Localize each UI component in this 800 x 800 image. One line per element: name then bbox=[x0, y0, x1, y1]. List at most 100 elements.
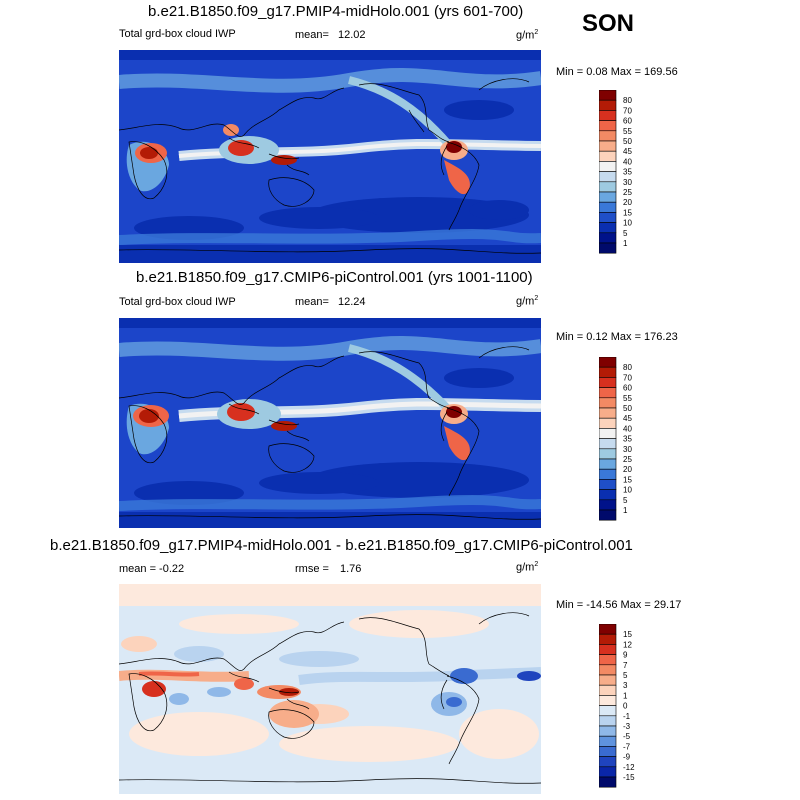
panel-3-colorbar-tick-label: 5 bbox=[623, 671, 628, 680]
panel-1-title: b.e21.B1850.f09_g17.PMIP4-midHolo.001 (y… bbox=[148, 3, 524, 20]
panel-2-minmax: Min = 0.12 Max = 176.23 bbox=[556, 331, 678, 343]
panel-2-colorbar-tick-label: 55 bbox=[623, 394, 632, 403]
panel-1-colorbar-tick-label: 35 bbox=[623, 168, 632, 177]
panel-3-colorbar-tick-label: 0 bbox=[623, 702, 628, 711]
panel-1-colorbar-tick-label: 20 bbox=[623, 198, 632, 207]
panel-2-colorbar-tick-label: 30 bbox=[623, 445, 632, 454]
panel-3-colorbar-swatch bbox=[599, 776, 617, 788]
panel-1-colorbar-swatch bbox=[599, 201, 617, 213]
panel-2-unit: g/m2 bbox=[516, 295, 539, 308]
panel-1-colorbar-swatch bbox=[599, 181, 617, 193]
panel-1-minmax: Min = 0.08 Max = 169.56 bbox=[556, 66, 678, 78]
panel-1-colorbar-swatch bbox=[599, 110, 617, 121]
panel-3-colorbar-tick-label: -1 bbox=[623, 712, 631, 721]
panel-3-colorbar-swatch bbox=[599, 756, 617, 768]
panel-1-colorbar-tick-label: 5 bbox=[623, 229, 628, 238]
panel-2-colorbar-swatch bbox=[599, 377, 617, 388]
panel-2-colorbar-tick-label: 10 bbox=[623, 486, 632, 495]
panel-3-colorbar-swatch bbox=[599, 644, 617, 655]
panel-1-colorbar-swatch bbox=[599, 191, 617, 203]
panel-2-colorbar-tick-label: 35 bbox=[623, 435, 632, 444]
panel-2-colorbar-swatch bbox=[599, 438, 617, 450]
panel-1-mean: mean= 12.02 bbox=[295, 29, 366, 41]
panel-3-colorbar-tick-label: -12 bbox=[623, 763, 635, 772]
panel-3-colorbar-tick-label: -9 bbox=[623, 753, 631, 762]
panel-1-colorbar-tick-label: 40 bbox=[623, 157, 632, 166]
panel-3-colorbar-swatch bbox=[599, 746, 617, 757]
panel-2-variable-label: Total grd-box cloud IWP bbox=[119, 296, 236, 308]
panel-1-colorbar-swatch bbox=[599, 171, 617, 183]
panel-3-title: b.e21.B1850.f09_g17.PMIP4-midHolo.001 - … bbox=[50, 537, 633, 554]
panel-3-colorbar-swatch bbox=[599, 735, 617, 747]
panel-3-colorbar-tick-label: -7 bbox=[623, 742, 631, 751]
panel-3-colorbar-swatch bbox=[599, 705, 617, 717]
panel-2-mean: mean= 12.24 bbox=[295, 296, 366, 308]
panel-1-colorbar-tick-label: 15 bbox=[623, 208, 632, 217]
panel-3-minmax: Min = -14.56 Max = 29.17 bbox=[556, 599, 682, 611]
panel-1-colorbar-swatch bbox=[599, 90, 617, 101]
panel-1-colorbar-tick-label: 70 bbox=[623, 106, 632, 115]
panel-1-colorbar-swatch bbox=[599, 140, 617, 152]
panel-2-colorbar-tick-label: 25 bbox=[623, 455, 632, 464]
panel-2-colorbar-swatch bbox=[599, 357, 617, 368]
panel-3-colorbar-swatch bbox=[599, 664, 617, 676]
panel-2-colorbar-swatch bbox=[599, 387, 617, 399]
panel-3-colorbar-tick-label: 1 bbox=[623, 691, 628, 700]
panel-3-colorbar-swatch bbox=[599, 674, 617, 686]
panel-1-colorbar-swatch bbox=[599, 242, 617, 254]
panel-3-rmse: rmse = 1.76 bbox=[295, 563, 361, 575]
panel-3-colorbar-tick-label: -3 bbox=[623, 722, 631, 731]
panel-2-colorbar-swatch bbox=[599, 499, 617, 511]
panel-2-title: b.e21.B1850.f09_g17.CMIP6-piControl.001 … bbox=[136, 269, 533, 286]
panel-3-colorbar-swatch bbox=[599, 715, 617, 727]
panel-1-colorbar-swatch bbox=[599, 212, 617, 223]
panel-3-colorbar-swatch bbox=[599, 654, 617, 666]
panel-3-mean: mean = -0.22 bbox=[119, 563, 185, 575]
panel-3-colorbar-swatch bbox=[599, 633, 617, 645]
panel-3-colorbar-tick-label: 15 bbox=[623, 630, 632, 639]
panel-1-colorbar-tick-label: 30 bbox=[623, 178, 632, 187]
panel-2-colorbar-tick-label: 50 bbox=[623, 404, 632, 413]
season-label: SON bbox=[582, 10, 635, 37]
panel-1-unit: g/m2 bbox=[516, 29, 539, 42]
panel-1-colorbar-tick-label: 10 bbox=[623, 219, 632, 228]
panel-2-colorbar-tick-label: 60 bbox=[623, 384, 632, 393]
panel-3-colorbar-tick-label: -15 bbox=[623, 773, 635, 782]
panel-3-colorbar-tick-label: 12 bbox=[623, 640, 632, 649]
panel-3-colorbar-swatch bbox=[599, 766, 617, 778]
panel-1-colorbar-swatch bbox=[599, 161, 617, 172]
panel-1-colorbar-tick-label: 80 bbox=[623, 96, 632, 105]
panel-2-mean-label: mean= bbox=[295, 296, 329, 308]
panel-3-colorbar-tick-label: -5 bbox=[623, 732, 631, 741]
panel-2-colorbar-swatch bbox=[599, 458, 617, 470]
panel-2-colorbar-swatch bbox=[599, 417, 617, 429]
panel-3-rmse-label: rmse = bbox=[295, 563, 329, 575]
panel-1-colorbar-tick-label: 1 bbox=[623, 239, 628, 248]
panel-2-colorbar-tick-label: 45 bbox=[623, 414, 632, 423]
panel-2-colorbar-tick-label: 15 bbox=[623, 475, 632, 484]
panel-1-colorbar-swatch bbox=[599, 99, 617, 111]
panel-1-mean-label: mean= bbox=[295, 29, 329, 41]
panel-3-colorbar-swatch bbox=[599, 725, 617, 737]
panel-2-colorbar-swatch bbox=[599, 428, 617, 439]
panel-2-colorbar-tick-label: 1 bbox=[623, 506, 628, 515]
panel-2-colorbar-swatch bbox=[599, 479, 617, 490]
panel-2-colorbar-tick-label: 40 bbox=[623, 424, 632, 433]
panel-2-colorbar-swatch bbox=[599, 489, 617, 501]
panel-3-colorbar-swatch bbox=[599, 695, 617, 706]
panel-3-colorbar-swatch bbox=[599, 684, 617, 696]
panel-1-colorbar-swatch bbox=[599, 222, 617, 234]
panel-1-colorbar-tick-label: 55 bbox=[623, 127, 632, 136]
panel-2-colorbar-swatch bbox=[599, 366, 617, 378]
panel-1-colorbar-tick-label: 50 bbox=[623, 137, 632, 146]
panel-3-unit: g/m2 bbox=[516, 561, 539, 574]
panel-1-colorbar-tick-label: 60 bbox=[623, 117, 632, 126]
panel-2-colorbar-swatch bbox=[599, 407, 617, 419]
panel-3-colorbar-swatch bbox=[599, 624, 617, 635]
panel-1-colorbar-tick-label: 25 bbox=[623, 188, 632, 197]
panel-2-mean-value: 12.24 bbox=[338, 296, 366, 308]
panel-2-colorbar-swatch bbox=[599, 397, 617, 409]
panel-3-rmse-value: 1.76 bbox=[340, 563, 362, 575]
